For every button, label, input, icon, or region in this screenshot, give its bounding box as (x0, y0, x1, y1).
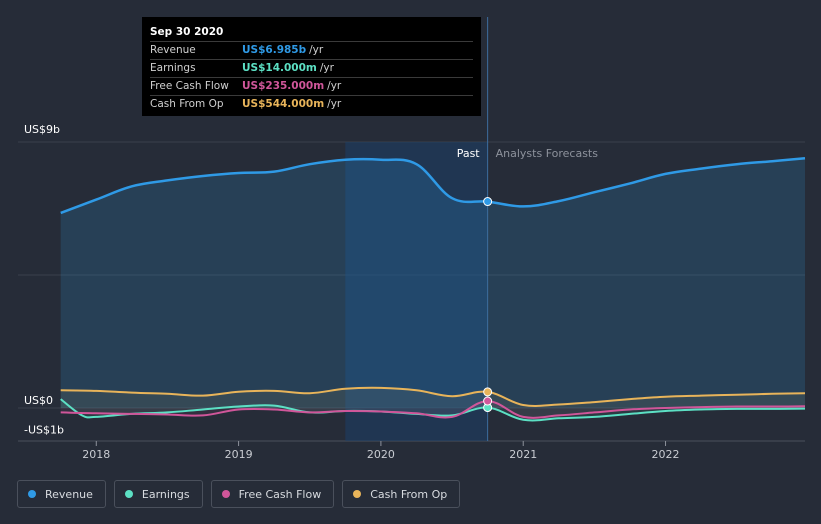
legend-label: Revenue (45, 487, 93, 501)
y-axis-labels: US$9b US$0 -US$1b (24, 123, 64, 437)
legend-dot-icon (124, 490, 133, 498)
legend-item-revenue[interactable]: Revenue (17, 480, 106, 508)
legend-item-cash-from-op[interactable]: Cash From Op (342, 480, 461, 508)
x-tick-label: 2021 (509, 448, 537, 461)
y-tick-label: US$9b (24, 123, 60, 136)
tooltip-unit: /yr (309, 44, 324, 56)
revenue-marker (483, 197, 493, 207)
tooltip-label: Cash From Op (150, 98, 224, 110)
tooltip-value: US$235.000m (242, 80, 325, 92)
tooltip-value: US$6.985b (242, 44, 307, 56)
y-tick-label: US$0 (24, 394, 53, 407)
legend-item-free-cash-flow[interactable]: Free Cash Flow (210, 480, 335, 508)
cash-from-op-area (60, 387, 805, 408)
tooltip-row-cash-from-op: Cash From Op US$544.000m /yr (150, 95, 473, 113)
x-tick-label: 2022 (652, 448, 680, 461)
x-axis: 2018 2019 2020 2021 2022 (82, 441, 680, 461)
past-label: Past (457, 147, 481, 160)
tooltip-date: Sep 30 2020 (150, 26, 224, 38)
series-areas (60, 158, 805, 421)
free-cash-flow-marker (483, 396, 493, 406)
earnings-area (60, 399, 805, 421)
tooltip-row-free-cash-flow: Free Cash Flow US$235.000m /yr (150, 77, 473, 95)
x-tick-label: 2019 (225, 448, 253, 461)
forecast-label: Analysts Forecasts (496, 147, 599, 160)
series-lines (60, 157, 806, 422)
hover-markers (483, 197, 493, 413)
tooltip-unit: /yr (327, 80, 342, 92)
tooltip-value: US$544.000m (242, 98, 325, 110)
tooltip-unit: /yr (319, 62, 334, 74)
chart-legend: Revenue Earnings Free Cash Flow Cash Fro… (17, 480, 468, 508)
legend-dot-icon (28, 490, 36, 498)
data-tooltip: Sep 30 2020 Revenue US$6.985b /yr Earnin… (142, 17, 481, 116)
legend-dot-icon (221, 490, 230, 498)
cash-from-op-line (60, 386, 806, 407)
tooltip-row-earnings: Earnings US$14.000m /yr (150, 59, 473, 77)
legend-label: Earnings (141, 487, 190, 501)
legend-item-earnings[interactable]: Earnings (113, 480, 203, 508)
tooltip-label: Revenue (150, 44, 196, 56)
tooltip-value: US$14.000m (242, 62, 317, 74)
tooltip-label: Free Cash Flow (150, 80, 229, 92)
legend-dot-icon (353, 490, 362, 498)
legend-label: Cash From Op (370, 487, 448, 501)
x-tick-label: 2020 (367, 448, 395, 461)
x-tick-label: 2018 (82, 448, 110, 461)
free-cash-flow-line (60, 400, 806, 419)
tooltip-unit: /yr (327, 98, 342, 110)
tooltip-row-revenue: Revenue US$6.985b /yr (150, 41, 473, 59)
revenue-area (60, 158, 805, 408)
y-tick-label: -US$1b (24, 424, 64, 437)
legend-label: Free Cash Flow (238, 487, 322, 501)
cash-from-op-marker (483, 387, 493, 397)
revenue-line (60, 157, 806, 215)
tooltip-label: Earnings (150, 62, 196, 74)
free-cash-flow-area (60, 401, 805, 418)
